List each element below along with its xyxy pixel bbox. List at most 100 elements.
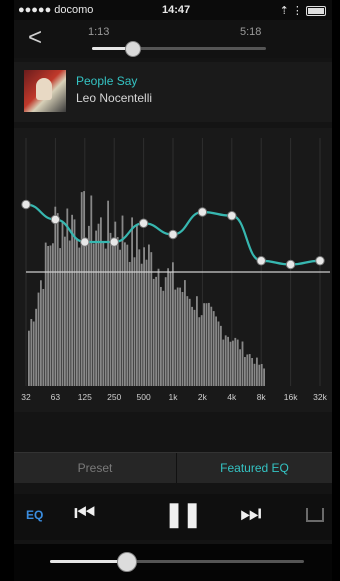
spectrum-bar — [253, 363, 256, 386]
spectrum-bar — [40, 280, 42, 386]
spectrum-bar — [236, 339, 239, 386]
spectrum-bar — [169, 272, 172, 386]
volume-area — [14, 544, 332, 581]
spectrum-bar — [97, 223, 100, 386]
seek-thumb[interactable] — [125, 41, 142, 57]
spectrum-bar — [49, 245, 52, 386]
eq-band-handle[interactable] — [197, 207, 208, 217]
eq-button[interactable]: EQ — [26, 508, 44, 522]
eq-band-handle[interactable] — [315, 256, 325, 266]
next-track-icon[interactable]: ⏭ — [240, 500, 262, 527]
spectrum-bar — [208, 302, 210, 386]
volume-level — [50, 560, 127, 563]
spectrum-bar — [124, 242, 126, 386]
spectrum-bar — [196, 296, 198, 386]
spectrum-bar — [222, 339, 225, 386]
spectrum-bar — [88, 225, 90, 386]
frequency-tick-label: 4k — [227, 392, 237, 402]
spectrum-bar — [54, 206, 57, 386]
eq-band-handle[interactable] — [109, 237, 119, 247]
spectrum-bar — [44, 242, 47, 386]
spectrum-bar — [73, 219, 76, 386]
spectrum-bar — [42, 288, 45, 386]
spectrum-bar — [68, 240, 71, 386]
previous-track-icon[interactable]: ⏮ — [74, 500, 96, 527]
spectrum-bar — [239, 349, 241, 386]
eq-band-handle[interactable] — [21, 199, 31, 210]
carrier-label: ●●●●● docomo — [18, 4, 94, 16]
spectrum-bar — [37, 292, 40, 386]
eq-band-handle[interactable] — [256, 256, 266, 266]
now-playing-info: People Say Leo Nocentelli — [14, 62, 332, 122]
clock: 14:47 — [162, 4, 191, 16]
spectrum-bar — [234, 337, 237, 386]
spectrum-bar — [260, 363, 263, 386]
spectrum-bar — [136, 225, 138, 386]
frequency-tick-label: 500 — [137, 392, 151, 402]
spectrum-bar — [138, 249, 141, 386]
spectrum-bar — [256, 357, 258, 386]
spectrum-bar — [193, 309, 196, 386]
spectrum-bar — [66, 208, 69, 386]
tab-featured-eq[interactable]: Featured EQ — [220, 461, 289, 475]
eq-band-handle[interactable] — [50, 214, 61, 225]
spectrum-bar — [71, 214, 73, 386]
playback-header: < 1:13 5:18 — [14, 20, 332, 58]
eq-band-handle[interactable] — [138, 218, 149, 228]
spectrum-bar — [181, 292, 184, 386]
spectrum-bar — [229, 341, 232, 386]
seek-bar[interactable] — [92, 41, 266, 57]
spectrum-bar — [188, 298, 191, 386]
spectrum-bar — [224, 335, 227, 386]
eq-band-handle[interactable] — [285, 259, 296, 270]
spectrum-bar — [215, 316, 217, 386]
pause-icon[interactable]: ❚❚ — [164, 501, 202, 528]
back-chevron-icon[interactable]: < — [28, 24, 43, 51]
spectrum-bar — [198, 317, 201, 386]
tab-preset[interactable]: Preset — [14, 453, 177, 483]
battery-icon — [306, 6, 326, 17]
eq-band-handle[interactable] — [168, 229, 178, 240]
frequency-tick-label: 63 — [51, 392, 61, 402]
frequency-tick-label: 2k — [198, 392, 208, 402]
spectrum-bar — [30, 319, 33, 386]
share-icon[interactable] — [306, 508, 324, 522]
frequency-tick-label: 32k — [313, 392, 327, 402]
spectrum-bar — [61, 220, 64, 386]
spectrum-bar — [95, 230, 97, 386]
spectrum-bar — [162, 290, 165, 386]
spectrum-bar — [64, 236, 66, 386]
spectrum-bar — [102, 241, 105, 386]
eq-mode-tabs: Preset Featured EQ — [14, 452, 332, 483]
seek-progress — [92, 47, 133, 50]
artist-name: Leo Nocentelli — [76, 91, 153, 105]
spectrum-bar — [217, 321, 220, 386]
spectrum-bar — [52, 243, 54, 386]
spectrum-bar — [232, 340, 234, 386]
spectrum-bar — [92, 243, 95, 386]
eq-chart[interactable]: 32 63 125 250 500 1k 2k 4k 8k 16k 32k — [14, 128, 332, 412]
spectrum-bar — [258, 364, 261, 386]
spectrum-bar — [160, 286, 162, 386]
spectrum-bar — [78, 247, 81, 386]
spectrum-bar — [203, 303, 205, 386]
frequency-tick-label: 16k — [284, 392, 298, 402]
volume-slider[interactable] — [50, 552, 304, 572]
eq-band-handle[interactable] — [227, 211, 237, 221]
spectrum-bar — [32, 321, 35, 386]
status-icons: ⇡ ⋮ — [280, 4, 326, 17]
spectrum-bar — [114, 221, 117, 386]
volume-thumb[interactable] — [117, 552, 138, 572]
equalizer-panel[interactable]: 32 63 125 250 500 1k 2k 4k 8k 16k 32k — [14, 128, 332, 412]
spectrum-bar — [109, 232, 112, 386]
spectrum-bar — [152, 278, 155, 386]
spectrum-bar — [200, 315, 203, 386]
spectrum-bar — [157, 268, 160, 386]
eq-band-handle[interactable] — [80, 237, 90, 247]
spectrum-bar — [47, 245, 49, 386]
spectrum-bar — [80, 192, 83, 386]
spectrum-bar — [184, 280, 186, 386]
spectrum-bar — [28, 330, 30, 386]
spectrum-bar — [210, 306, 213, 386]
spectrum-bar — [145, 259, 148, 386]
